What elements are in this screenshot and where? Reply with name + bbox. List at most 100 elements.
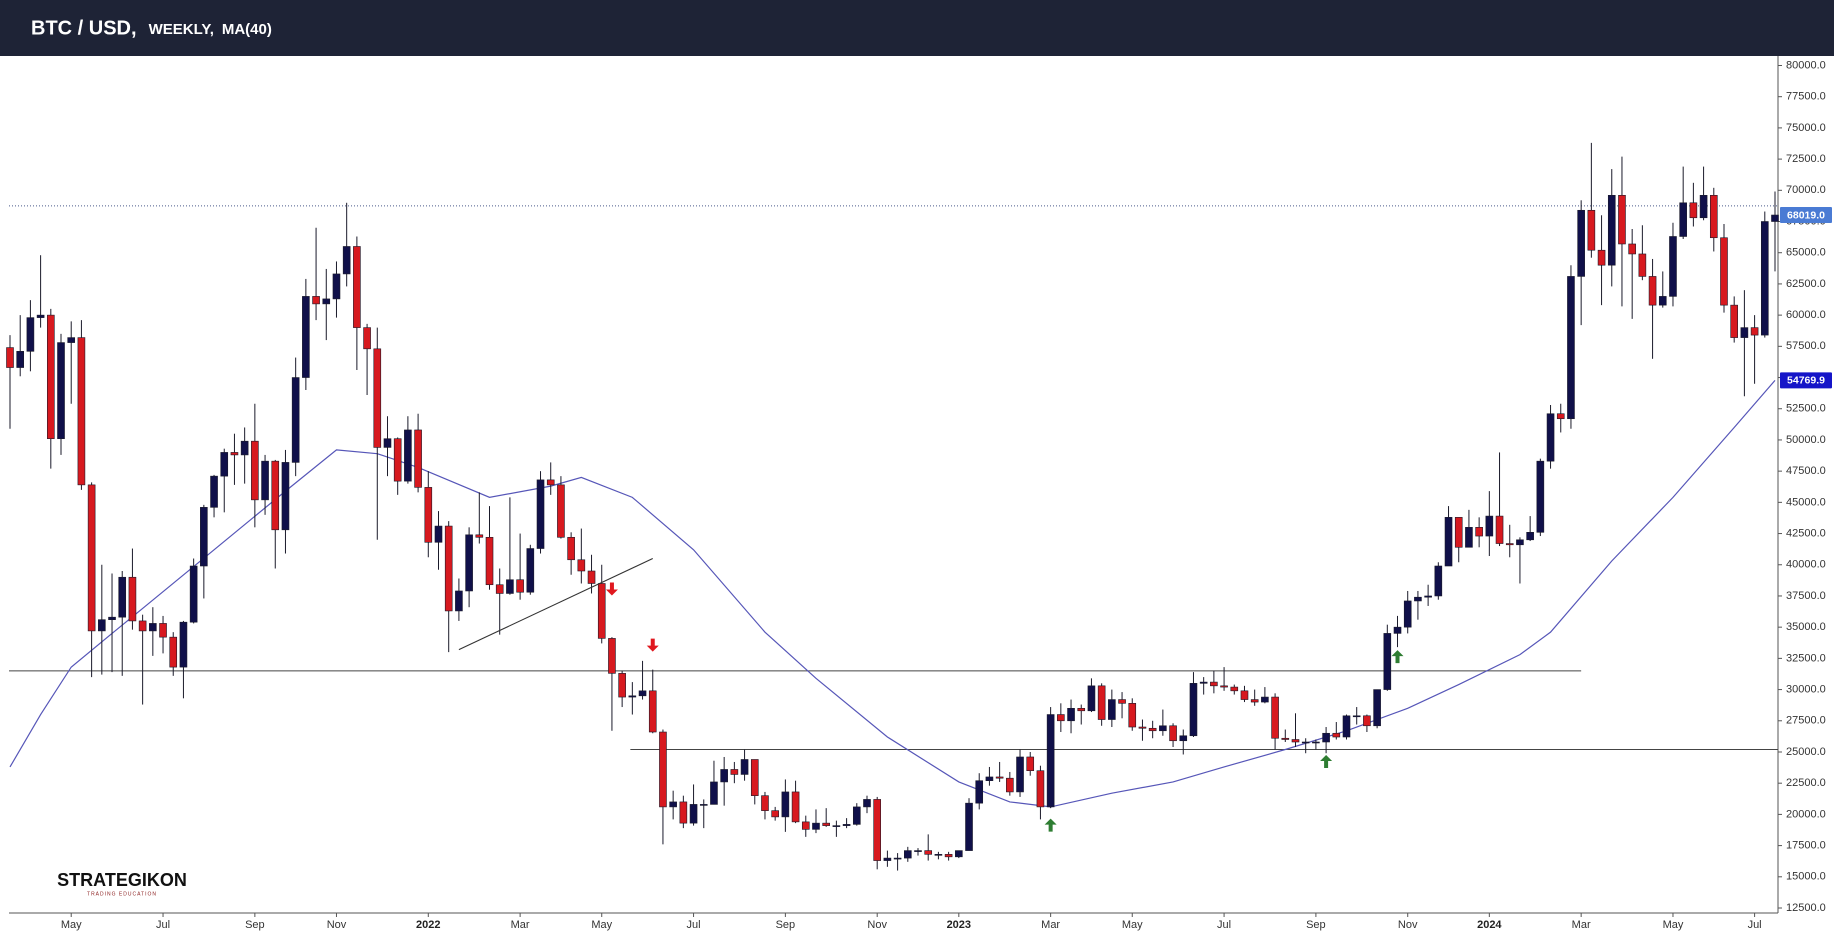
- y-tick-label: 30000.0: [1786, 683, 1826, 695]
- candle-body: [955, 850, 963, 858]
- candle-body: [965, 802, 973, 851]
- candle-body: [1342, 715, 1351, 738]
- x-tick-label: Nov: [867, 919, 887, 931]
- candle-body: [1199, 681, 1208, 684]
- candle-body: [1016, 756, 1024, 793]
- candle-body: [1026, 756, 1035, 772]
- y-tick-label: 45000.0: [1786, 496, 1826, 508]
- x-tick-label: Mar: [511, 919, 530, 931]
- candle-body: [1210, 681, 1218, 687]
- candle-body: [1577, 209, 1585, 277]
- ma-value-label-box: [1780, 372, 1832, 389]
- candle-body: [1454, 517, 1463, 548]
- candle-body: [434, 525, 443, 543]
- candle-body: [577, 559, 586, 572]
- candle-body: [679, 801, 688, 824]
- candle-body: [1505, 543, 1514, 546]
- candle-body: [424, 487, 433, 543]
- y-tick-label: 35000.0: [1786, 621, 1826, 633]
- candle-body: [1760, 221, 1769, 336]
- candle-body: [67, 337, 76, 343]
- candle-body: [883, 857, 892, 861]
- x-tick-label: 2022: [416, 919, 440, 931]
- candle-body: [404, 429, 412, 482]
- candle-body: [495, 584, 504, 594]
- logo-name: STRATEGIKON: [57, 870, 187, 890]
- y-tick-label: 25000.0: [1786, 746, 1826, 758]
- candle-body: [1108, 699, 1116, 720]
- candle-body: [648, 690, 657, 733]
- chart-title: BTC / USD,: [31, 17, 137, 39]
- candle-body: [1301, 741, 1310, 744]
- candle-body: [1057, 714, 1065, 722]
- y-tick-label: 40000.0: [1786, 559, 1826, 571]
- candle-body: [730, 769, 739, 775]
- candle-body: [934, 854, 943, 856]
- candle-body: [1403, 600, 1412, 628]
- candle-body: [659, 731, 667, 808]
- candle-body: [873, 799, 881, 861]
- candle-body: [761, 795, 769, 811]
- candle-body: [1648, 276, 1657, 306]
- candle-body: [189, 565, 198, 623]
- x-tick-label: May: [1663, 919, 1684, 931]
- candle-body: [98, 619, 106, 632]
- y-tick-label: 72500.0: [1786, 153, 1826, 165]
- candle-body: [1271, 696, 1279, 739]
- candle-body: [1383, 633, 1392, 690]
- y-tick-label: 12500.0: [1786, 902, 1826, 914]
- candle-body: [1495, 515, 1504, 544]
- x-tick-label: Mar: [1041, 919, 1060, 931]
- candle-body: [1312, 741, 1320, 744]
- candle-body: [720, 769, 728, 783]
- chart-subtitle: WEEKLY,: [149, 21, 214, 38]
- candle-body: [516, 579, 524, 593]
- candle-body: [200, 507, 208, 567]
- candle-body: [995, 776, 1004, 779]
- x-tick-label: 2023: [947, 919, 971, 931]
- candle-body: [1669, 236, 1677, 297]
- candle-body: [740, 759, 749, 775]
- candle-body: [342, 246, 351, 275]
- signal-arrow: [1044, 818, 1057, 832]
- candle-body: [832, 825, 841, 827]
- candle-body: [914, 850, 922, 852]
- candle-body: [893, 857, 902, 860]
- y-tick-label: 42500.0: [1786, 527, 1826, 539]
- x-tick-label: Jul: [1217, 919, 1231, 931]
- candle-body: [944, 854, 953, 858]
- candle-body: [291, 377, 300, 463]
- candle-body: [26, 317, 35, 352]
- x-tick-label: Jul: [687, 919, 701, 931]
- candle-body: [465, 534, 473, 592]
- y-tick-label: 15000.0: [1786, 871, 1826, 883]
- candle-body: [1128, 703, 1137, 728]
- candle-body: [801, 821, 810, 830]
- y-tick-label: 17500.0: [1786, 840, 1826, 852]
- candle-body: [271, 460, 280, 531]
- logo-tagline: TRADING EDUCATION: [87, 891, 157, 897]
- candle-body: [87, 484, 96, 632]
- y-tick-label: 65000.0: [1786, 247, 1826, 259]
- candle-body: [414, 429, 422, 488]
- candle-body: [1138, 726, 1147, 729]
- candle-body: [1067, 707, 1075, 722]
- x-tick-label: Jul: [1748, 919, 1762, 931]
- candle-body: [47, 314, 55, 439]
- candle-body: [485, 536, 494, 586]
- candle-body: [1352, 715, 1361, 718]
- candle-body: [210, 475, 218, 508]
- y-tick-label: 50000.0: [1786, 434, 1826, 446]
- y-tick-label: 37500.0: [1786, 590, 1826, 602]
- candle-body: [353, 246, 361, 328]
- candle-body: [985, 776, 994, 781]
- candle-body: [1250, 699, 1259, 703]
- candle-body: [312, 296, 320, 305]
- candle-body: [1077, 707, 1086, 712]
- candle-body: [1771, 214, 1779, 222]
- candle-body: [699, 804, 708, 806]
- candle-body: [1689, 202, 1698, 219]
- candle-body: [822, 822, 830, 826]
- candle-body: [1281, 737, 1290, 740]
